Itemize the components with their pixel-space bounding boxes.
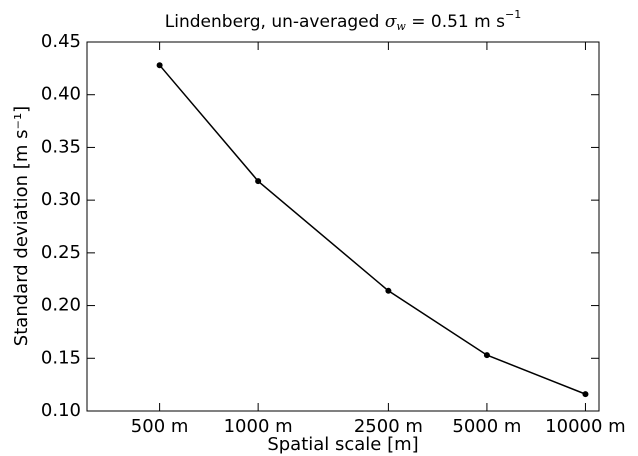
y-tick-label: 0.25 bbox=[41, 242, 81, 263]
x-tick-label: 10000 m bbox=[545, 416, 626, 437]
title-symbol: σ bbox=[385, 12, 397, 32]
y-tick-label: 0.20 bbox=[41, 295, 81, 316]
y-tick-label: 0.40 bbox=[41, 84, 81, 105]
y-tick-label: 0.35 bbox=[41, 136, 81, 157]
title-subscript: w bbox=[396, 20, 406, 33]
data-point bbox=[255, 178, 262, 185]
y-axis-label: Standard deviation [m s⁻¹] bbox=[11, 106, 32, 346]
y-tick-label: 0.30 bbox=[41, 189, 81, 210]
data-point bbox=[385, 287, 392, 294]
y-tick-label: 0.45 bbox=[41, 31, 81, 52]
y-tick-label: 0.15 bbox=[41, 347, 81, 368]
plot-frame bbox=[86, 41, 600, 412]
y-tick-label: 0.10 bbox=[41, 400, 81, 421]
title-superscript: −1 bbox=[505, 8, 521, 21]
x-tick-label: 5000 m bbox=[452, 416, 521, 437]
data-point bbox=[483, 352, 490, 359]
data-line bbox=[159, 64, 586, 395]
chart-title: Lindenberg, un-averaged σw = 0.51 m s−1 bbox=[165, 8, 521, 37]
x-tick-label: 1000 m bbox=[224, 416, 293, 437]
title-rest: = 0.51 m s bbox=[411, 12, 505, 32]
data-point bbox=[582, 391, 589, 398]
x-tick-label: 500 m bbox=[131, 416, 189, 437]
data-point bbox=[156, 62, 163, 69]
title-text: Lindenberg, un-averaged bbox=[165, 12, 380, 32]
x-axis-label: Spatial scale [m] bbox=[267, 434, 418, 455]
x-tick-label: 2500 m bbox=[354, 416, 423, 437]
